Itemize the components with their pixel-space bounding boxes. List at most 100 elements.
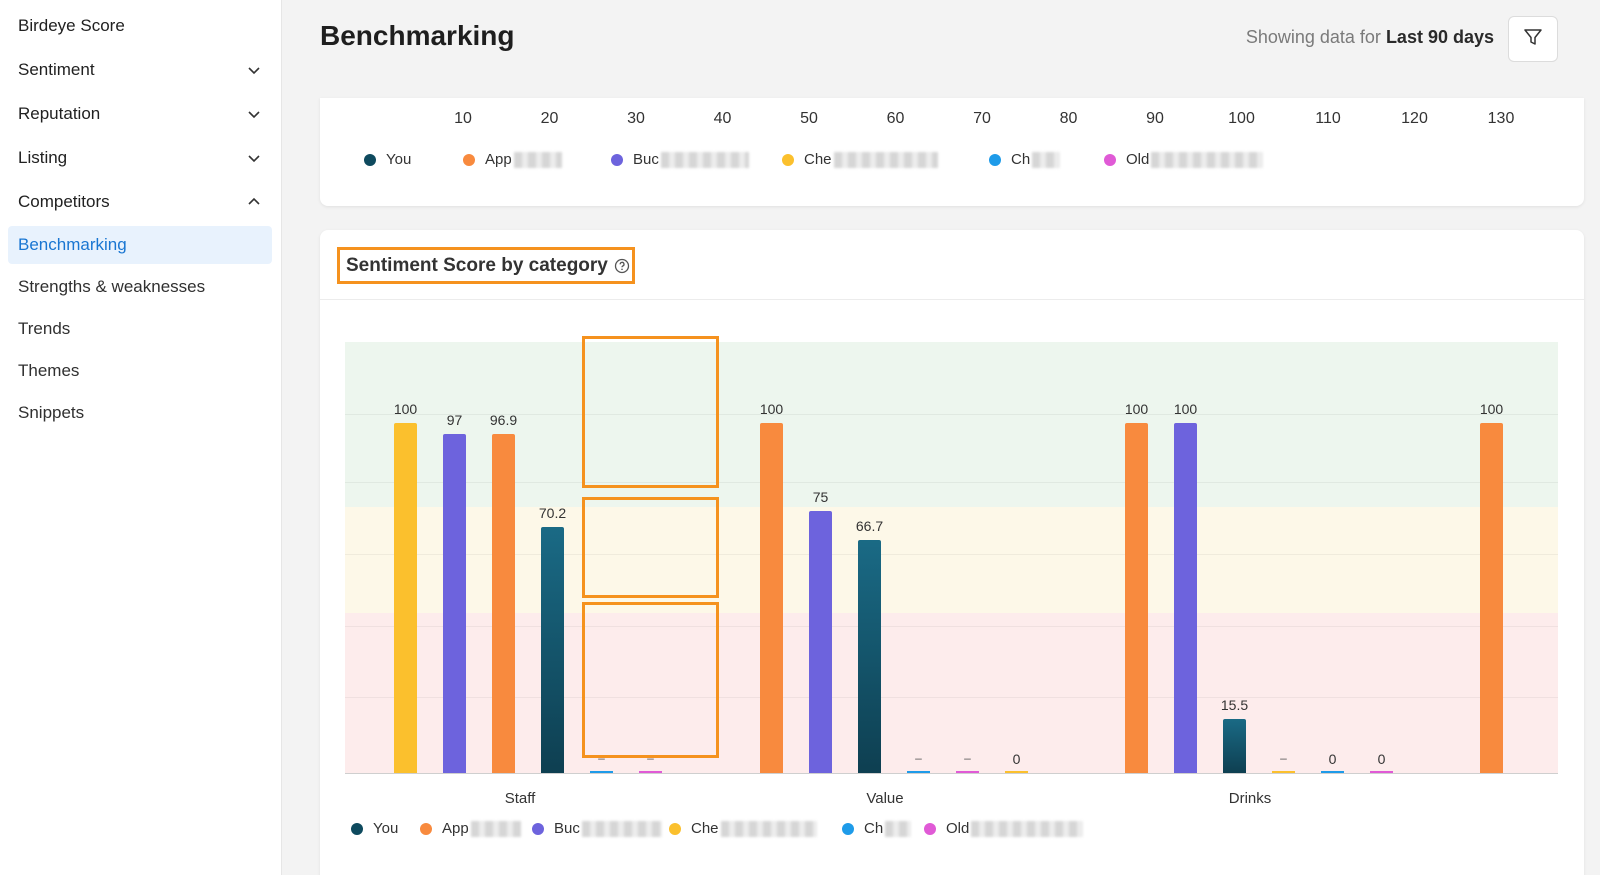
bar-stub-ch (1321, 771, 1344, 773)
chevron-down-icon (246, 150, 262, 166)
legend-item-old[interactable]: Old (924, 820, 1084, 837)
page-header: Benchmarking Showing data for Last 90 da… (282, 0, 1600, 78)
nav-strengths-weaknesses[interactable]: Strengths & weaknesses (8, 268, 272, 306)
redacted-name (833, 151, 938, 168)
bar-app-value[interactable] (760, 423, 783, 773)
bar-buc-drinks[interactable] (1174, 423, 1197, 773)
filter-button[interactable] (1508, 16, 1558, 62)
nav-benchmarking-label: Benchmarking (18, 235, 127, 254)
bar-che-staff[interactable] (394, 423, 417, 773)
score-bands (345, 342, 1558, 774)
nav-sentiment-label: Sentiment (18, 60, 95, 79)
legend-dot (532, 822, 544, 835)
bar-buc-staff[interactable] (443, 433, 466, 773)
redacted-name (1151, 151, 1264, 168)
axis-tick-label: 80 (1059, 110, 1078, 127)
data-label: 75 (812, 488, 829, 505)
data-label: 96.9 (489, 411, 518, 428)
nav-reputation[interactable]: Reputation (8, 95, 272, 133)
bar-stub-old (956, 771, 979, 773)
score-band-2 (345, 342, 1558, 507)
data-label: 15.5 (1220, 696, 1249, 713)
data-label: 100 (1173, 401, 1198, 417)
data-label: 100 (1124, 401, 1149, 417)
bar-app-next-category[interactable] (1480, 423, 1503, 773)
nav-snippets-label: Snippets (18, 403, 85, 422)
grid-line (345, 626, 1558, 627)
legend-item-buc[interactable]: Buc (611, 151, 749, 168)
nav-benchmarking[interactable]: Benchmarking (8, 226, 272, 264)
legend-item-che[interactable]: Che (782, 151, 938, 168)
redacted-name (885, 820, 912, 837)
legend-item-buc[interactable]: Buc (532, 820, 662, 837)
legend-dot (782, 153, 794, 166)
nav-competitors[interactable]: Competitors (8, 183, 272, 221)
section-title-text: Sentiment Score by category (346, 254, 608, 276)
bar-app-staff[interactable] (492, 433, 515, 773)
legend-label: Che (804, 151, 832, 168)
axis-tick-label: 90 (1146, 110, 1164, 127)
bar-stub-che (1005, 771, 1028, 773)
page-title: Benchmarking (320, 20, 515, 51)
grid-line (345, 697, 1558, 698)
section-title: Sentiment Score by category (337, 247, 635, 284)
bar-stub-old (639, 771, 662, 773)
nav-snippets[interactable]: Snippets (8, 394, 272, 432)
top-chart-card: 10 20 30 40 50 60 70 80 90 100 110 120 130 You App Buc… (320, 98, 1584, 206)
legend-label: Old (946, 820, 970, 837)
nav-birdeye-score-label: Birdeye Score (18, 16, 125, 35)
nav-trends[interactable]: Trends (8, 310, 272, 348)
nav-listing[interactable]: Listing (8, 139, 272, 177)
legend-item-che[interactable]: Che (669, 820, 817, 837)
bar-buc-value[interactable] (809, 510, 832, 773)
legend-dot (842, 822, 854, 835)
chevron-down-icon (246, 62, 262, 78)
sidebar: Birdeye Score Sentiment Reputation Listi… (0, 0, 282, 875)
axis-tick-label: 100 (1228, 110, 1255, 127)
legend-item-you[interactable]: You (351, 820, 398, 837)
legend-item-you[interactable]: You (364, 151, 411, 168)
sentiment-score-card: Sentiment Score by category 100 97 96.9 70.… (320, 230, 1584, 875)
x-axis-line (345, 773, 1558, 774)
nav-themes[interactable]: Themes (8, 352, 272, 390)
redacted-name (470, 820, 521, 837)
bar-stub-ch (907, 771, 930, 773)
score-band-0 (345, 613, 1558, 774)
nav-listing-label: Listing (18, 148, 68, 167)
help-circle-icon[interactable] (614, 258, 630, 274)
axis-tick-label: 60 (886, 110, 905, 127)
date-range-prefix: Showing data for (1245, 27, 1381, 47)
legend-label: Ch (1011, 151, 1031, 168)
nav-themes-label: Themes (18, 361, 80, 380)
axis-tick-label: 130 (1487, 110, 1515, 127)
data-label: 66.7 (855, 517, 884, 534)
axis-tick-label: 120 (1401, 110, 1428, 127)
legend-item-app[interactable]: App (420, 820, 521, 837)
data-label: 70.2 (538, 505, 567, 522)
data-label: 100 (759, 401, 784, 417)
bar-stub-old (1370, 771, 1393, 773)
highlight-box-middle (582, 497, 719, 598)
redacted-name (720, 820, 817, 837)
nav-birdeye-score[interactable]: Birdeye Score (8, 7, 272, 45)
legend-item-ch[interactable]: Ch (989, 151, 1061, 168)
bar-stub-ch (590, 771, 613, 773)
card-header: Sentiment Score by category (320, 230, 1584, 300)
legend-dot (924, 822, 936, 835)
legend-item-ch[interactable]: Ch (842, 820, 912, 837)
bar-you-drinks[interactable] (1223, 718, 1246, 773)
grid-line (345, 482, 1558, 483)
bar-you-staff[interactable] (541, 527, 564, 773)
highlight-box-bottom (582, 602, 719, 758)
axis-tick-label: 40 (713, 110, 732, 127)
data-label: 97 (446, 411, 463, 428)
legend-label: Old (1126, 151, 1150, 168)
nav-sentiment[interactable]: Sentiment (8, 51, 272, 89)
legend-label: App (442, 820, 469, 837)
legend-item-app[interactable]: App (463, 151, 562, 168)
legend-dot (1104, 153, 1116, 166)
date-range-value: Last 90 days (1385, 27, 1494, 47)
legend-item-old[interactable]: Old (1104, 151, 1264, 168)
bar-you-value[interactable] (858, 539, 881, 773)
bar-app-drinks[interactable] (1125, 423, 1148, 773)
